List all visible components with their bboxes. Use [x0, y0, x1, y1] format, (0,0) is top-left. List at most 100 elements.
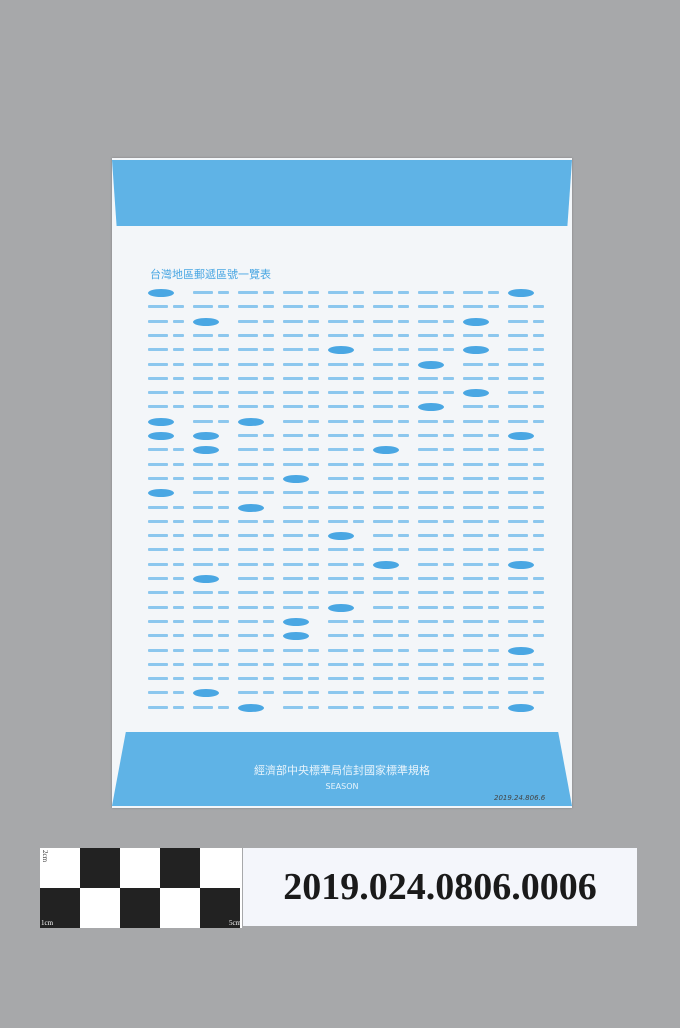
postal-code-mark	[218, 534, 229, 538]
postal-code-mark	[443, 691, 454, 695]
postal-code-mark	[173, 476, 184, 480]
postal-code-mark	[353, 519, 364, 523]
postal-code-mark	[533, 476, 544, 480]
town-name-mark	[193, 619, 213, 623]
town-name-mark	[373, 462, 393, 466]
town-name-mark	[238, 691, 258, 695]
town-name-mark	[148, 405, 168, 409]
postal-code-mark	[533, 662, 544, 666]
town-name-mark	[148, 376, 168, 380]
region-label-oval	[463, 389, 489, 398]
postal-code-mark	[533, 319, 544, 323]
region-label-oval	[418, 360, 444, 369]
postal-code-mark	[398, 348, 409, 352]
postal-code-mark	[488, 333, 499, 337]
town-name-mark	[283, 548, 303, 552]
postal-code-mark	[533, 405, 544, 409]
town-name-mark	[508, 419, 528, 423]
town-name-mark	[418, 534, 438, 538]
town-name-mark	[508, 405, 528, 409]
town-name-mark	[148, 619, 168, 623]
postal-code-mark	[398, 534, 409, 538]
town-name-mark	[193, 491, 213, 495]
town-name-mark	[508, 577, 528, 580]
town-name-mark	[418, 491, 438, 495]
postal-code-mark	[398, 577, 409, 580]
postal-code-mark	[398, 462, 409, 466]
postal-code-mark	[488, 562, 499, 566]
town-name-mark	[193, 291, 213, 294]
envelope: 台灣地區郵遞區號一覽表 經濟部中央標準局信封國家標準規格 SEASON 2019…	[112, 158, 572, 808]
town-name-mark	[193, 562, 213, 566]
town-name-mark	[373, 391, 393, 395]
postal-code-mark	[173, 391, 184, 395]
postal-code-mark	[353, 634, 364, 638]
town-name-mark	[283, 333, 303, 337]
town-name-mark	[193, 534, 213, 538]
region-label-oval	[463, 317, 489, 326]
postal-code-mark	[533, 548, 544, 552]
town-name-mark	[193, 333, 213, 337]
town-name-mark	[283, 348, 303, 352]
region-label-oval	[328, 603, 354, 612]
region-label-oval	[508, 432, 534, 440]
town-name-mark	[373, 648, 393, 652]
town-name-mark	[508, 548, 528, 552]
postal-code-mark	[488, 548, 499, 552]
postal-code-mark	[173, 619, 184, 623]
postal-code-mark	[443, 591, 454, 595]
postal-code-mark	[443, 662, 454, 666]
postal-code-mark	[308, 434, 319, 437]
town-name-mark	[418, 577, 438, 580]
postal-code-mark	[308, 319, 319, 323]
town-name-mark	[373, 591, 393, 595]
postal-code-mark	[263, 462, 274, 466]
region-label-oval	[148, 432, 174, 440]
postal-code-mark	[533, 505, 544, 509]
accession-number-label: 2019.024.0806.0006	[243, 848, 637, 926]
handwritten-note: 2019.24.806.6	[494, 794, 546, 802]
town-name-mark	[418, 519, 438, 523]
town-name-mark	[373, 376, 393, 380]
postal-code-mark	[488, 376, 499, 380]
town-name-mark	[463, 419, 483, 423]
postal-code-mark	[488, 577, 499, 580]
town-name-mark	[508, 662, 528, 666]
town-name-mark	[508, 505, 528, 509]
town-name-mark	[328, 591, 348, 595]
postal-code-mark	[533, 333, 544, 337]
postal-code-mark	[353, 577, 364, 580]
town-name-mark	[328, 648, 348, 652]
postal-code-mark	[443, 677, 454, 681]
postal-code-mark	[308, 548, 319, 552]
town-name-mark	[328, 319, 348, 323]
town-name-mark	[328, 434, 348, 437]
scale-label-2cm: 2cm	[41, 850, 49, 863]
postal-code-mark	[218, 376, 229, 380]
postal-code-mark	[173, 333, 184, 337]
town-name-mark	[283, 591, 303, 595]
town-name-mark	[508, 605, 528, 609]
postal-code-mark	[263, 519, 274, 523]
town-name-mark	[373, 534, 393, 538]
postal-code-mark	[353, 505, 364, 509]
region-label-oval	[148, 417, 174, 426]
postal-code-mark	[308, 376, 319, 380]
town-name-mark	[283, 677, 303, 681]
postal-code-mark	[308, 305, 319, 309]
town-name-mark	[508, 591, 528, 595]
postal-code-mark	[353, 376, 364, 380]
postal-code-mark	[173, 562, 184, 566]
postal-code-mark	[443, 305, 454, 309]
town-name-mark	[373, 362, 393, 366]
town-name-mark	[193, 362, 213, 366]
town-name-mark	[418, 434, 438, 437]
postal-code-mark	[398, 405, 409, 409]
postal-code-mark	[488, 691, 499, 695]
postal-code-mark	[308, 405, 319, 409]
region-label-oval	[373, 446, 399, 455]
postal-code-mark	[533, 577, 544, 580]
postal-code-mark	[173, 691, 184, 695]
town-name-mark	[418, 562, 438, 566]
postal-code-mark	[308, 662, 319, 666]
